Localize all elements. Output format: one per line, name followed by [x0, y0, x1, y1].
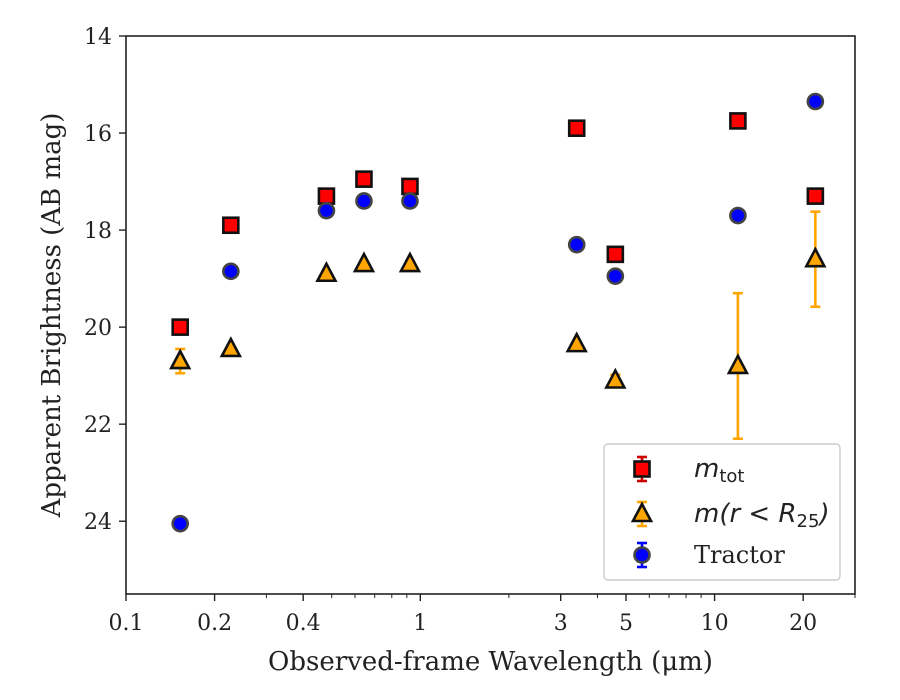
data-point: [729, 112, 747, 130]
series-mtot: [171, 112, 825, 336]
x-axis-title: Observed-frame Wavelength (μm): [268, 647, 713, 677]
y-tick-label: 22: [84, 413, 112, 438]
data-point: [401, 192, 419, 210]
series-tractor: [171, 92, 825, 533]
data-point: [567, 119, 586, 137]
x-tick-label: 20: [789, 611, 817, 636]
legend: mtot m(r < R25) Tractor: [603, 443, 841, 581]
data-point: [806, 187, 825, 205]
data-point: [606, 245, 625, 264]
series-m-r25: [169, 210, 827, 441]
data-point: [567, 235, 586, 254]
x-tick-label: 5: [619, 611, 633, 636]
x-tick-label: 0.1: [109, 611, 144, 636]
data-point: [317, 201, 336, 220]
data-point: [806, 92, 825, 111]
data-point: [219, 336, 242, 358]
y-tick-label: 20: [84, 316, 112, 341]
data-point: [726, 353, 750, 375]
legend-label: m(r < R25): [694, 499, 830, 532]
y-tick-label: 24: [84, 510, 112, 535]
data-point: [398, 251, 422, 273]
data-point: [169, 348, 192, 370]
data-point: [355, 170, 373, 188]
y-tick-label: 14: [84, 25, 112, 50]
y-tick-label: 18: [84, 219, 112, 244]
y-axis-title: Apparent Brightness (AB mag): [37, 113, 67, 519]
legend-label: Tractor: [694, 541, 785, 569]
legend-marker: [633, 460, 651, 478]
axes: 0.1 0.2 0.4 1 3 5 10 20 14 16 18 20 22 24: [84, 25, 856, 636]
data-point: [804, 246, 827, 268]
x-tick-label: 0.4: [286, 611, 321, 636]
legend-box: [603, 443, 841, 581]
x-tick-label: 10: [701, 611, 729, 636]
data-point: [352, 251, 376, 273]
data-marks: [169, 92, 827, 533]
data-point: [729, 206, 747, 225]
y-tick-label: 16: [84, 122, 112, 147]
data-point: [171, 514, 189, 533]
legend-marker: [633, 546, 651, 564]
plot-frame: [125, 35, 856, 595]
x-tick-label: 0.2: [197, 611, 232, 636]
data-point: [355, 192, 373, 210]
data-point: [606, 267, 625, 285]
data-point: [317, 187, 336, 205]
data-point: [222, 262, 240, 281]
x-tick-label: 3: [554, 611, 568, 636]
data-point: [565, 331, 588, 353]
legend-marker: [630, 501, 654, 523]
data-point: [222, 216, 240, 235]
data-point: [315, 260, 338, 283]
legend-label: mtot: [694, 454, 744, 487]
data-point: [171, 318, 189, 336]
x-tick-label: 1: [413, 611, 427, 636]
data-point: [604, 367, 627, 389]
data-point: [401, 177, 419, 196]
